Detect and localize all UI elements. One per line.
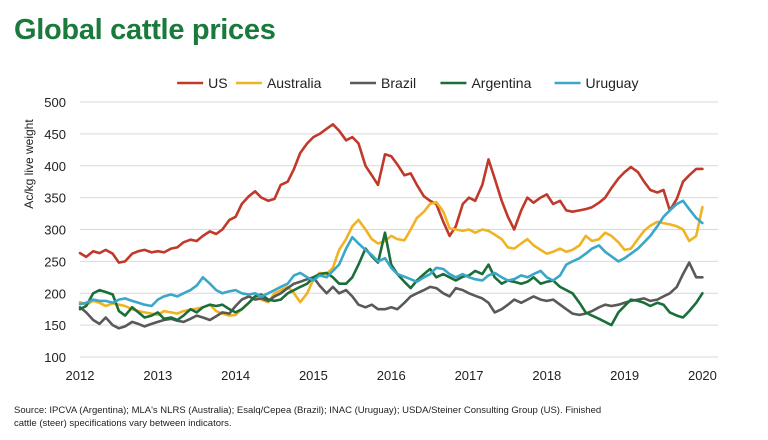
- line-chart: 100 150 200 250 300 350 400 450 500 2012 2013 2014 2…: [22, 75, 718, 383]
- x-tick-label: 2020: [688, 368, 717, 383]
- y-tick-label: 500: [44, 95, 66, 110]
- series-line-argentina: [78, 231, 704, 327]
- series-line-brazil: [78, 261, 704, 330]
- source-line-1: Source: IPCVA (Argentina); MLA's NLRS (A…: [14, 405, 602, 416]
- y-tick-label: 250: [44, 254, 66, 269]
- y-tick-label: 450: [44, 127, 66, 142]
- y-tick-label: 300: [44, 223, 66, 238]
- x-tick-label: 2015: [299, 368, 328, 383]
- x-tick-label: 2017: [455, 368, 484, 383]
- legend-label-brazil: Brazil: [381, 75, 416, 91]
- y-tick-label: 400: [44, 159, 66, 174]
- legend-label-argentina: Argentina: [471, 75, 531, 91]
- series-line-australia: [78, 200, 704, 317]
- x-tick-label: 2013: [143, 368, 172, 383]
- series-line-uruguay: [78, 199, 704, 308]
- legend-label-uruguay: Uruguay: [586, 75, 639, 91]
- source-note: Source: IPCVA (Argentina); MLA's NLRS (A…: [14, 404, 734, 430]
- x-tick-label: 2019: [610, 368, 639, 383]
- x-tick-label: 2016: [377, 368, 406, 383]
- y-axis-label: Ac/kg live weight: [22, 119, 36, 209]
- y-tick-label: 200: [44, 286, 66, 301]
- y-tick-label: 150: [44, 318, 66, 333]
- x-tick-label: 2012: [66, 368, 95, 383]
- source-line-2: cattle (steer) specifications vary betwe…: [14, 418, 232, 429]
- x-tick-label: 2018: [532, 368, 561, 383]
- y-tick-label: 100: [44, 350, 66, 365]
- x-tick-label: 2014: [221, 368, 250, 383]
- series-lines: [78, 123, 704, 330]
- axes: 100 150 200 250 300 350 400 450 500 2012 2013 2014 2…: [44, 95, 717, 383]
- legend-label-australia: Australia: [267, 75, 322, 91]
- series-line-us: [78, 123, 704, 264]
- chart-title: Global cattle prices: [14, 14, 276, 46]
- y-tick-label: 350: [44, 191, 66, 206]
- legend-label-us: US: [208, 75, 227, 91]
- legend: US Australia Brazil Argentina Uruguay: [177, 75, 638, 91]
